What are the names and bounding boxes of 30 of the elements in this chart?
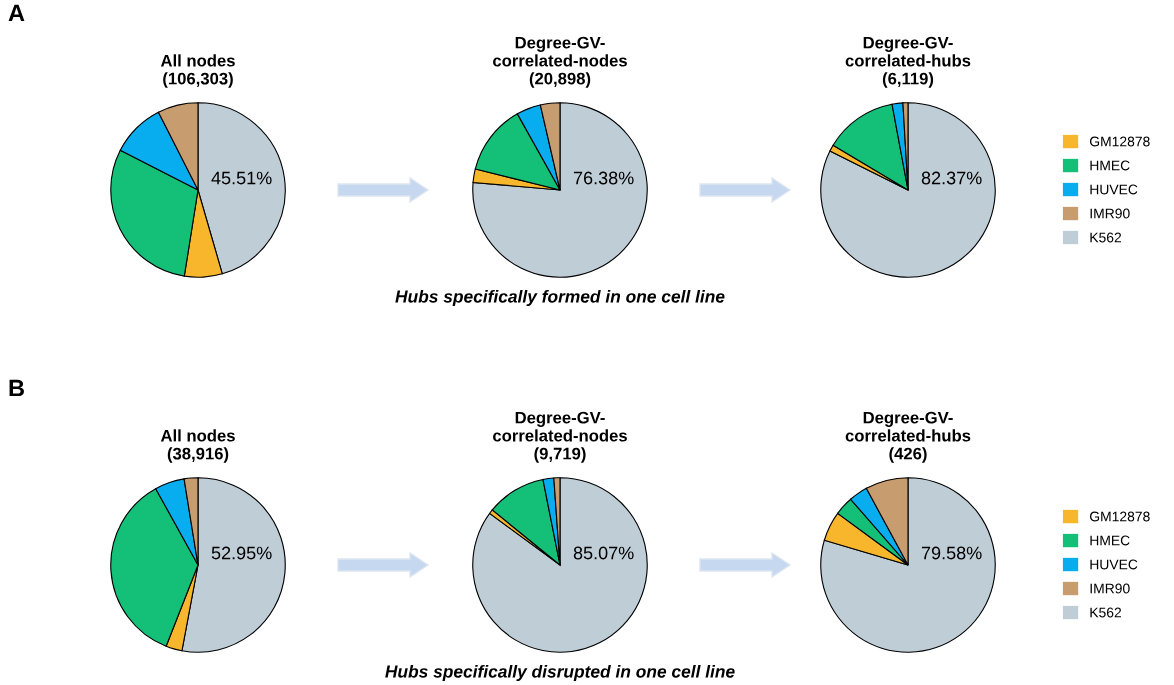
text: B [9, 379, 24, 397]
pie-slice [820, 477, 996, 653]
chart-title: Degree-GV- correlated-hubs (426) [845, 411, 971, 463]
text: A [8, 4, 25, 22]
legend-label: IMR90 [1090, 208, 1130, 219]
legend-label: GM12878 [1089, 511, 1150, 522]
chart-title: Degree-GV- correlated-nodes (20,898) [493, 36, 627, 88]
pie-slice [820, 102, 996, 278]
legend-label: K562 [1090, 607, 1122, 618]
pie-slice [472, 102, 648, 278]
chart-title: All nodes (38,916) [160, 429, 235, 463]
data-label: 76.38% [573, 171, 634, 185]
data-label: 45.51% [211, 171, 272, 185]
text: Hubs specifically disrupted in one cell line [385, 664, 735, 682]
data-label: 52.95% [211, 546, 272, 560]
legend-label: HMEC [1090, 160, 1130, 171]
chart-title: Degree-GV- correlated-hubs (6,119) [845, 36, 971, 88]
legend-label: HMEC [1090, 535, 1130, 546]
data-label: 82.37% [921, 171, 982, 185]
chart-title: All nodes (106,303) [160, 54, 235, 88]
data-label: 79.58% [921, 546, 982, 560]
legend-label: GM12878 [1089, 136, 1150, 147]
legend-label: IMR90 [1090, 583, 1130, 594]
legend-label: K562 [1090, 232, 1122, 243]
legend-label: HUVEC [1090, 559, 1138, 570]
pie-slice [472, 477, 648, 653]
data-label: 85.07% [573, 546, 634, 560]
legend-label: HUVEC [1090, 184, 1138, 195]
text: Hubs specifically formed in one cell line [395, 289, 725, 307]
chart-title: Degree-GV- correlated-nodes (9,719) [493, 411, 627, 463]
